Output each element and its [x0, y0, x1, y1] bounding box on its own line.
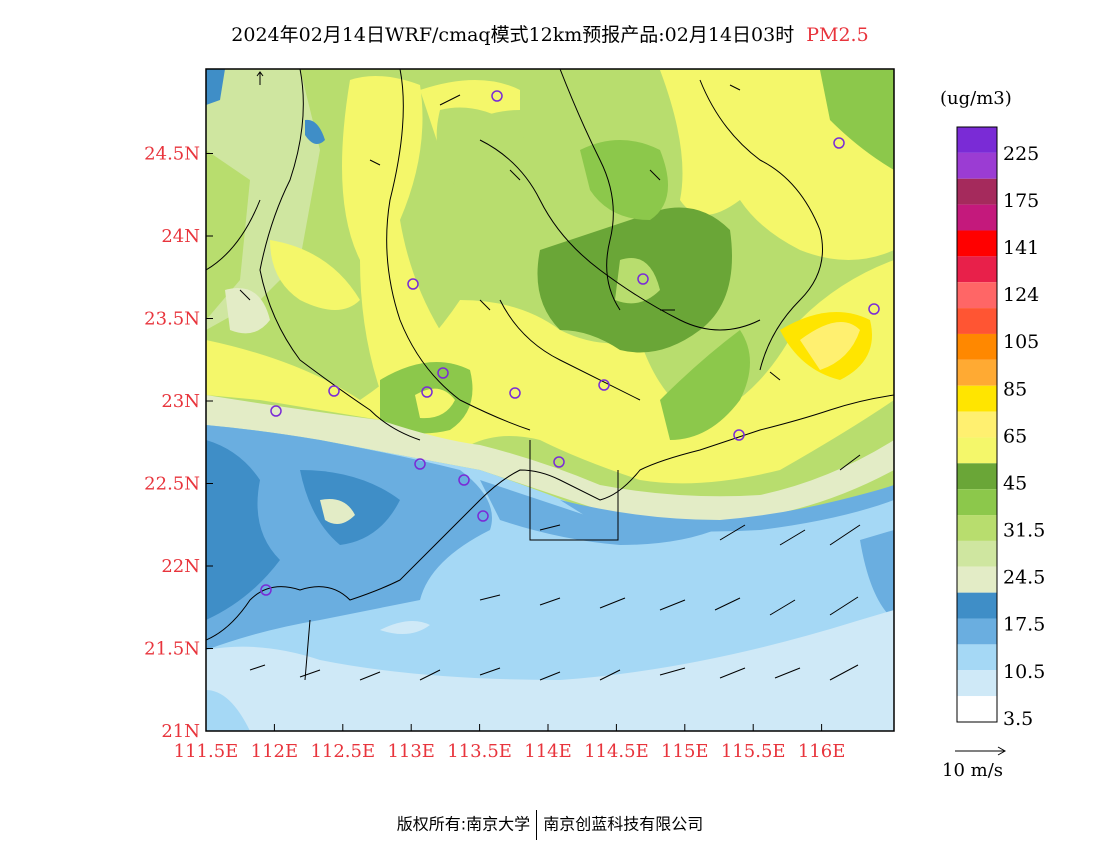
x-axis: 111.5E 112E 112.5E 113E 113.5E 114E 114.5E 115E… [174, 724, 846, 762]
legend-swatch [957, 178, 997, 205]
y-tick-label: 24.5N [144, 144, 200, 165]
legend-frame [956, 126, 998, 723]
legend-swatch [957, 696, 997, 722]
station-s6 [328, 385, 340, 397]
pm25-field [206, 69, 894, 731]
station-s17 [260, 584, 272, 596]
footer-divider [536, 810, 538, 840]
legend-label: 31.5 [1003, 520, 1045, 542]
legend-swatch [957, 282, 997, 309]
legend-swatch [957, 127, 997, 153]
x-tick-label: 116E [798, 741, 846, 762]
legend-label: 105 [1003, 331, 1039, 353]
legend-swatch [957, 308, 997, 334]
y-axis: 24.5N 24N 23.5N 23N 22.5N 22N 21.5N 21N [144, 144, 213, 742]
y-tick-label: 23N [161, 391, 200, 412]
map-frame [205, 68, 895, 732]
legend-swatch [957, 385, 997, 412]
map-title: 2024年02月14日WRF/cmaq模式12km预报产品:02月14日03时 P… [0, 20, 1100, 47]
legend-swatch [957, 592, 997, 619]
units-label: (ug/m3) [940, 88, 1012, 109]
boundary-lines [206, 69, 894, 681]
station-s11 [270, 405, 282, 417]
legend-swatch [957, 359, 997, 386]
station-s3 [407, 278, 419, 290]
legend-label: 85 [1003, 378, 1027, 400]
legend-label: 17.5 [1003, 614, 1045, 636]
legend-label: 141 [1003, 237, 1039, 259]
x-tick-label: 115E [661, 741, 709, 762]
y-tick-label: 21.5N [144, 639, 200, 660]
footer-left: 版权所有:南京大学 [396, 814, 531, 834]
legend-swatch [957, 618, 997, 645]
station-s12 [733, 429, 745, 441]
title-main: 2024年02月14日WRF/cmaq模式12km预报产品:02月14日03时 [231, 24, 795, 46]
legend-label: 45 [1003, 472, 1027, 494]
legend-swatch [957, 152, 997, 179]
legend-swatch [957, 566, 997, 593]
legend-swatch [957, 463, 997, 490]
y-tick-label: 22.5N [144, 474, 200, 495]
title-pollutant: PM2.5 [806, 24, 869, 46]
legend-label: 65 [1003, 425, 1027, 447]
station-s8 [421, 386, 433, 398]
station-markers [260, 90, 880, 596]
x-tick-label: 113E [387, 741, 435, 762]
legend-swatch [957, 411, 997, 438]
station-s13 [414, 458, 426, 470]
legend-swatch [957, 489, 997, 516]
legend-swatch [957, 230, 997, 257]
station-s15 [553, 456, 565, 468]
x-tick-label: 114.5E [584, 741, 649, 762]
legend-swatch [957, 256, 997, 283]
legend-swatch [957, 204, 997, 231]
y-tick-label: 21N [161, 721, 200, 742]
wind-scale-label: 10 m/s [942, 760, 1003, 781]
footer-right: 南京创蓝科技有限公司 [543, 814, 704, 834]
x-tick-label: 113.5E [447, 741, 512, 762]
station-s4 [637, 273, 649, 285]
x-tick-label: 112E [251, 741, 299, 762]
legend-label: 124 [1003, 284, 1039, 306]
station-s14 [458, 474, 470, 486]
station-s16 [477, 510, 489, 522]
station-s1 [491, 90, 503, 102]
x-tick-label: 111.5E [174, 741, 239, 762]
y-tick-label: 24N [161, 226, 200, 247]
x-tick-label: 114E [524, 741, 572, 762]
x-tick-label: 115.5E [721, 741, 786, 762]
station-s10 [598, 379, 610, 391]
legend-label: 175 [1003, 190, 1039, 212]
y-tick-label: 23.5N [144, 309, 200, 330]
station-s9 [509, 387, 521, 399]
station-s5 [868, 303, 880, 315]
legend-swatch [957, 437, 997, 464]
station-s2 [833, 137, 845, 149]
legend-label: 24.5 [1003, 567, 1045, 589]
color-legend: 225 175 141 124 105 85 65 45 31.5 24.5 17.5 10.5 3.5 [956, 126, 1045, 730]
copyright-footer: 版权所有:南京大学 南京创蓝科技有限公司 [0, 810, 1100, 840]
legend-swatch [957, 515, 997, 541]
y-tick-label: 22N [161, 556, 200, 577]
station-s7 [437, 367, 449, 379]
x-tick-label: 112.5E [310, 741, 375, 762]
wind-vectors [239, 71, 861, 681]
wind-scale-arrow [955, 746, 1007, 756]
legend-label: 225 [1003, 143, 1039, 165]
legend-swatch [957, 540, 997, 567]
legend-swatch [957, 644, 997, 671]
legend-swatch [957, 670, 997, 697]
legend-swatch [957, 333, 997, 360]
legend-label: 10.5 [1003, 661, 1045, 683]
legend-label: 3.5 [1003, 708, 1033, 730]
